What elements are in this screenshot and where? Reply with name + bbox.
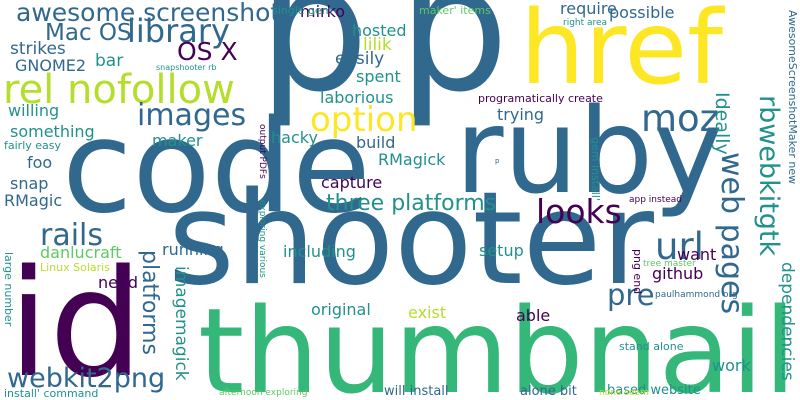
word-programatically-create: programatically create [478, 92, 603, 105]
word-large-number: large number [2, 252, 15, 327]
word-p-large: p [258, 0, 370, 131]
word-webkit2png: webkit2png [7, 363, 166, 394]
word-work: work [712, 356, 751, 375]
word-based-website: based website [607, 383, 701, 398]
word-right-area: right area [563, 18, 608, 28]
word-linux-solaris: Linux Solaris [40, 261, 110, 274]
word-awesomescreenshotmaker-new: AwesomeScreenshotMaker new [786, 10, 799, 185]
word-exist: exist [408, 303, 447, 322]
word-easily: easily [335, 49, 385, 69]
word-fairly-easy: fairly easy [4, 139, 62, 152]
word-exploring-various: exploring various [257, 200, 267, 278]
word-mac-os: Mac OS [45, 20, 132, 46]
word-laborious: laborious [320, 88, 394, 107]
word-strikes: strikes [10, 39, 66, 59]
word-mirko: mirko [300, 2, 346, 21]
word-lilik: lilik [363, 35, 392, 55]
word-web-pages: web pages [714, 152, 749, 315]
word-alone-bit: alone bit [520, 384, 577, 399]
word-trying: trying [497, 105, 545, 124]
word-capture: capture [321, 173, 383, 192]
word-hosted: hosted [352, 21, 407, 40]
word-href: href [520, 0, 724, 108]
word-os-x: OS X [177, 37, 238, 66]
word-stand-alone: stand alone [619, 340, 684, 353]
word-hacky: hacky [271, 128, 318, 147]
word-single-gem: single gem [272, 4, 333, 17]
word-app-instead: app instead [629, 195, 682, 205]
word-including: including [283, 242, 356, 261]
word-library: library [127, 12, 230, 50]
word-setup: setup [479, 241, 524, 260]
word-rails: rails [40, 218, 104, 253]
word-paulhammond-org: paulhammond org [655, 290, 738, 300]
word-danlucraft: danlucraft [40, 243, 122, 262]
word-rmagick: RMagick [378, 150, 446, 169]
word-snap: snap [10, 174, 49, 193]
word-bar: bar [95, 51, 124, 71]
word-platforms: platforms [137, 250, 162, 355]
word-p-large-2: p [398, 0, 510, 131]
word-rel-nofollow: rel nofollow [3, 67, 235, 113]
word-build: build [356, 133, 396, 152]
word-ideally: Ideally [711, 92, 733, 155]
word-possible: possible [609, 3, 675, 22]
word-p-small: p [495, 157, 500, 165]
word-pre: pre [607, 278, 655, 312]
word-looks: looks [536, 192, 622, 231]
word-rmagic: RMagic [4, 191, 63, 210]
word-rbwebkitgtk: rbwebkitgtk [753, 95, 784, 257]
word-original: original [311, 300, 371, 319]
word-thumbnail: thumbnail [198, 282, 797, 400]
word-maker-items: maker' items [419, 4, 491, 17]
word-ruby: ruby [455, 82, 724, 220]
word-willing: willing [8, 101, 60, 120]
word-spent: spent [356, 67, 401, 86]
word-url: url [655, 225, 704, 268]
word-will-install: will install [384, 384, 449, 399]
word-imagemagick: imagemagick [171, 266, 191, 381]
word-output-pdfs: output PDFs [257, 124, 267, 179]
word-maker: maker [152, 131, 203, 150]
word-running: running [162, 240, 224, 259]
word-none-seem: none seem [599, 388, 649, 398]
word-tree-master: tree master [643, 259, 696, 269]
word-need: need [98, 273, 138, 292]
word-images: images [137, 98, 247, 133]
word-able: able [516, 306, 551, 325]
word-shooter: shooter [168, 165, 654, 314]
word-foo: foo [27, 153, 53, 172]
word-github: github [652, 264, 704, 283]
word-require: require [560, 0, 617, 18]
word-gnome2: GNOME2 [15, 56, 87, 75]
word-something: something [10, 122, 95, 141]
word-awesome-screenshot: awesome screenshot [16, 0, 281, 27]
word-afternoon-exploring: afternoon exploring [219, 388, 308, 398]
word-gem-install: gem install' [589, 137, 602, 201]
word-install-command: install' command [4, 387, 99, 400]
word-snapshooter-rb: snapshooter rb [156, 63, 217, 72]
word-want: want [677, 245, 717, 264]
word-code: code [62, 93, 371, 242]
word-dependencies: dependencies [777, 262, 797, 381]
word-id: id [8, 238, 144, 400]
word-option: option [310, 100, 418, 140]
word-three-platforms: three platforms [326, 191, 497, 216]
word-png-end: png end [631, 249, 644, 295]
word-moz: moz [641, 97, 720, 140]
